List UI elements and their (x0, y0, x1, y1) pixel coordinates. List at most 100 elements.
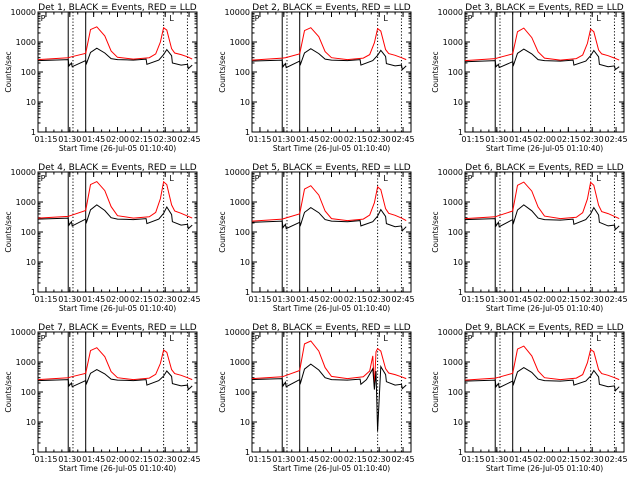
x-tick-label: 01:15 (34, 135, 57, 144)
series-line-events (37, 47, 193, 70)
y-tick-label: 1 (245, 128, 250, 137)
x-tick-label: 01:15 (461, 455, 484, 464)
y-tick-label: 10 (453, 418, 463, 427)
y-tick-label: 1 (31, 288, 36, 297)
marker-label: L (596, 174, 601, 183)
y-tick-label: 10 (453, 258, 463, 267)
x-tick-label: 02:15 (130, 455, 153, 464)
x-tick-label: 01:30 (272, 135, 295, 144)
chart-title: Det 5, BLACK = Events, RED = LLD (252, 163, 411, 173)
series-line-lld (37, 180, 193, 219)
x-tick-label: 02:45 (392, 295, 415, 304)
x-axis-label: Start Time (26-Jul-05 01:10:40) (486, 464, 603, 473)
x-axis-label: Start Time (26-Jul-05 01:10:40) (59, 144, 176, 153)
series-line-events (464, 204, 620, 231)
plot-frame (464, 331, 625, 453)
chart-title: Det 8, BLACK = Events, RED = LLD (252, 323, 411, 333)
x-tick-label: 01:15 (248, 455, 271, 464)
chart-panel: Det 7, BLACK = Events, RED = LLD 1 10 100 10… (4, 323, 201, 473)
chart-panel: Det 8, BLACK = Events, RED = LLD 1 10 100 10… (218, 323, 415, 473)
y-axis-label: Counts/sec (431, 211, 440, 252)
series-line-lld (37, 26, 193, 61)
marker-label: P (255, 174, 260, 183)
chart-panel: Det 5, BLACK = Events, RED = LLD 1 10 100 10… (218, 163, 415, 313)
x-tick-label: 02:45 (605, 295, 628, 304)
plot-frame (251, 331, 412, 453)
marker-label: P (255, 334, 260, 343)
x-tick-label: 01:45 (509, 455, 532, 464)
y-tick-label: 1000 (230, 38, 250, 47)
chart-title: Det 4, BLACK = Events, RED = LLD (38, 163, 197, 173)
y-tick-label: 1 (458, 128, 463, 137)
series-line-lld (464, 345, 620, 381)
y-tick-label: 100 (448, 228, 463, 237)
x-tick-label: 01:30 (272, 455, 295, 464)
marker-label: L (596, 334, 601, 343)
x-tick-label: 02:45 (392, 135, 415, 144)
x-axis-label: Start Time (26-Jul-05 01:10:40) (273, 304, 390, 313)
y-axis-label: Counts/sec (4, 371, 13, 412)
series-line-events (37, 204, 193, 230)
x-tick-label: 02:00 (320, 135, 343, 144)
x-tick-label: 01:45 (509, 135, 532, 144)
marker-label: L (383, 334, 388, 343)
y-tick-label: 100 (448, 68, 463, 77)
chart-panel: Det 2, BLACK = Events, RED = LLD 1 10 100 10… (218, 3, 415, 153)
marker-label: L (596, 14, 601, 23)
x-tick-label: 01:30 (272, 295, 295, 304)
chart-panel: Det 3, BLACK = Events, RED = LLD 1 10 100 10… (431, 3, 628, 153)
y-tick-label: 1 (458, 288, 463, 297)
y-tick-label: 10000 (11, 328, 36, 337)
y-tick-label: 10000 (225, 8, 250, 17)
y-tick-label: 10 (240, 258, 250, 267)
chart-panel: Det 4, BLACK = Events, RED = LLD 1 10 100 10… (4, 163, 201, 313)
x-tick-label: 02:15 (344, 135, 367, 144)
marker-label: P (41, 14, 46, 23)
y-tick-label: 10 (240, 418, 250, 427)
plot-frame (251, 11, 412, 133)
x-axis-label: Start Time (26-Jul-05 01:10:40) (486, 304, 603, 313)
chart-title: Det 3, BLACK = Events, RED = LLD (465, 3, 624, 13)
x-tick-label: 02:00 (533, 455, 556, 464)
x-tick-label: 02:30 (368, 455, 391, 464)
x-tick-label: 01:30 (485, 455, 508, 464)
y-tick-label: 10 (26, 418, 36, 427)
y-tick-label: 1000 (16, 358, 36, 367)
x-tick-label: 02:00 (533, 135, 556, 144)
series-line-events (464, 48, 620, 71)
x-tick-label: 02:15 (557, 455, 580, 464)
x-tick-label: 02:30 (368, 295, 391, 304)
x-tick-label: 02:45 (605, 135, 628, 144)
x-axis-label: Start Time (26-Jul-05 01:10:40) (273, 144, 390, 153)
x-tick-label: 02:15 (557, 135, 580, 144)
plot-frame (464, 171, 625, 293)
y-tick-label: 10 (26, 258, 36, 267)
x-axis-label: Start Time (26-Jul-05 01:10:40) (486, 144, 603, 153)
series-line-events (251, 48, 407, 71)
marker-label: L (383, 174, 388, 183)
y-tick-label: 10000 (438, 328, 463, 337)
chart-panel: Det 6, BLACK = Events, RED = LLD 1 10 100 10… (431, 163, 628, 313)
series-line-lld (251, 27, 407, 61)
y-axis-label: Counts/sec (431, 51, 440, 92)
y-tick-label: 1000 (16, 198, 36, 207)
x-tick-label: 02:15 (344, 295, 367, 304)
chart-title: Det 7, BLACK = Events, RED = LLD (38, 323, 197, 333)
y-tick-label: 100 (235, 68, 250, 77)
series-line-events (464, 367, 620, 392)
y-tick-label: 1000 (443, 358, 463, 367)
y-tick-label: 10 (240, 98, 250, 107)
x-tick-label: 02:30 (581, 295, 604, 304)
x-tick-label: 01:30 (58, 295, 81, 304)
y-tick-label: 10 (26, 98, 36, 107)
x-tick-label: 02:00 (106, 295, 129, 304)
chart-title: Det 9, BLACK = Events, RED = LLD (465, 323, 624, 333)
y-tick-label: 1000 (16, 38, 36, 47)
y-axis-label: Counts/sec (4, 51, 13, 92)
x-tick-label: 02:15 (130, 295, 153, 304)
x-tick-label: 02:30 (368, 135, 391, 144)
y-tick-label: 1000 (230, 358, 250, 367)
y-tick-label: 1000 (230, 198, 250, 207)
x-tick-label: 02:00 (320, 455, 343, 464)
